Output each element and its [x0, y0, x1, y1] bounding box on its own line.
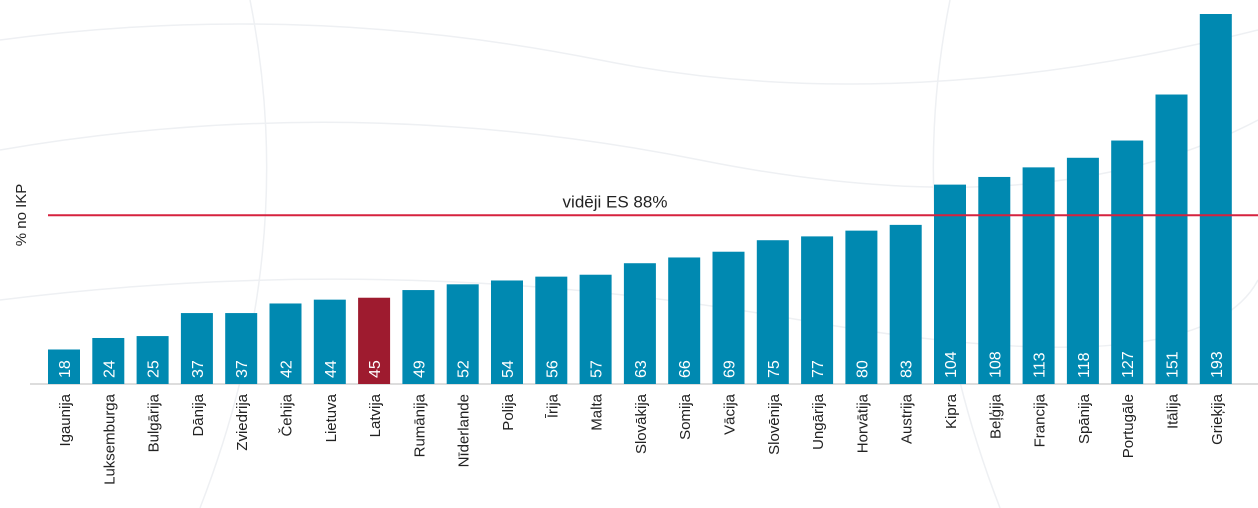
x-tick-label: Beļģija [987, 393, 1004, 439]
data-label: 44 [323, 360, 340, 378]
x-tick-label: Grieķija [1209, 393, 1226, 445]
x-tick-label: Austrija [899, 393, 916, 444]
bar [845, 230, 878, 384]
x-tick-label: Slovēnija [766, 393, 783, 455]
data-label: 52 [456, 360, 473, 378]
data-label: 75 [766, 360, 783, 378]
data-label: 113 [1032, 352, 1049, 378]
data-label: 118 [1076, 352, 1093, 378]
bar [535, 276, 568, 384]
data-label: 57 [589, 360, 606, 378]
data-label: 83 [899, 360, 916, 378]
bar [668, 257, 701, 384]
bar [1155, 94, 1188, 385]
x-tick-label: Lietuva [323, 393, 340, 442]
x-tick-label: Somija [677, 393, 694, 440]
x-tick-label: Bulgārija [146, 393, 163, 452]
x-tick-label: Horvātija [854, 393, 871, 453]
x-tick-label: Luksemburga [101, 393, 118, 485]
x-tick-label: Malta [589, 393, 606, 430]
data-label: 66 [677, 360, 694, 378]
data-label: 49 [411, 360, 428, 378]
data-label: 42 [279, 360, 296, 378]
bar [446, 284, 479, 384]
data-label: 151 [1165, 351, 1182, 378]
data-label: 108 [987, 351, 1004, 378]
bar [623, 263, 656, 384]
reference-label: vidēji ES 88% [563, 192, 668, 211]
data-label: 18 [57, 360, 74, 378]
x-tick-label: Slovākija [633, 393, 650, 454]
data-label: 45 [367, 360, 384, 378]
x-tick-label: Kipra [943, 393, 960, 429]
x-tick-label: Francija [1032, 393, 1049, 447]
bar [978, 176, 1011, 384]
data-label: 80 [854, 360, 871, 378]
data-label: 56 [544, 360, 561, 378]
bar [358, 297, 391, 384]
bar [48, 349, 80, 384]
data-label: 24 [101, 360, 118, 378]
bar [756, 240, 789, 384]
x-tick-label: Rumānija [411, 393, 428, 457]
bar [180, 313, 213, 384]
x-tick-label: Portugāle [1120, 394, 1137, 458]
bar [269, 303, 302, 384]
data-label: 54 [500, 360, 517, 378]
data-label: 127 [1120, 351, 1137, 378]
x-tick-label: Itālija [1165, 393, 1182, 429]
x-tick-label: Nīderlande [456, 394, 473, 467]
bar [313, 299, 346, 384]
bar [1199, 14, 1232, 384]
bar [801, 236, 834, 384]
bar [934, 184, 966, 384]
y-axis-label: % no IKP [13, 184, 30, 247]
data-label: 37 [190, 360, 207, 378]
data-label: 25 [146, 360, 163, 378]
data-label: 63 [633, 360, 650, 378]
x-tick-label: Ungārija [810, 393, 827, 450]
bar [225, 313, 258, 384]
data-label: 104 [943, 351, 960, 378]
data-label: 37 [234, 360, 251, 378]
bar [92, 337, 125, 384]
bar [491, 280, 523, 384]
bar [136, 336, 169, 384]
data-label: 69 [722, 360, 739, 378]
x-tick-label: Īrija [544, 393, 561, 418]
x-tick-label: Latvija [367, 393, 384, 437]
bar [889, 224, 922, 384]
data-label: 77 [810, 360, 827, 378]
bar [579, 274, 612, 384]
bar [1066, 157, 1099, 384]
bar [402, 290, 435, 384]
x-tick-label: Dānija [190, 393, 207, 436]
x-tick-label: Igaunija [57, 393, 74, 446]
x-tick-label: Zviedrija [234, 393, 251, 450]
x-tick-label: Vācija [722, 393, 739, 435]
data-label: 193 [1209, 351, 1226, 378]
bar [1022, 167, 1055, 384]
x-tick-label: Spānija [1076, 393, 1093, 444]
x-tick-label: Čehija [279, 393, 296, 436]
bar [712, 251, 745, 384]
bar [1111, 140, 1144, 384]
x-tick-label: Polija [500, 393, 517, 430]
